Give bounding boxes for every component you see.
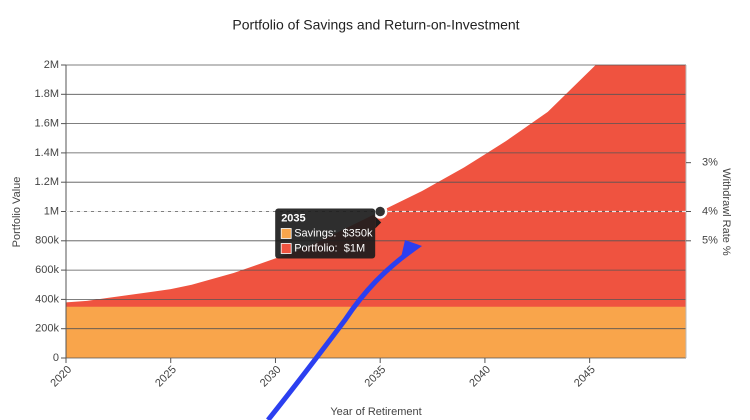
x-tick-label: 2030 bbox=[258, 364, 284, 390]
y-tick-label: 1.2M bbox=[35, 176, 59, 188]
y2-axis-label: Withdrawl Rate % bbox=[720, 168, 732, 256]
y-tick-label: 200k bbox=[35, 323, 59, 335]
y-tick-label: 800k bbox=[35, 235, 59, 247]
tooltip-title: 2035 bbox=[281, 212, 305, 224]
y2-tick-label: 5% bbox=[702, 235, 718, 247]
y-tick-label: 1.6M bbox=[35, 118, 59, 130]
y2-tick-label: 4% bbox=[702, 205, 718, 217]
hover-point bbox=[372, 204, 388, 219]
plot: 0 200k 400k 600k 800k 1M 1.2M 1.4M 1.6M 1.8M 2M 202… bbox=[35, 59, 719, 390]
x-tick-label: 2035 bbox=[363, 364, 389, 390]
x-tick-label: 2045 bbox=[572, 364, 598, 390]
tooltip-swatch bbox=[280, 243, 292, 254]
tooltip-item: Portfolio: $1M bbox=[294, 242, 365, 254]
tooltip-item: Savings: $350k bbox=[294, 227, 373, 239]
y-tick-label: 2M bbox=[44, 59, 59, 71]
series-layer bbox=[66, 65, 686, 358]
x-tick-label: 2025 bbox=[153, 364, 179, 390]
tooltip-pointer bbox=[375, 216, 382, 229]
arrow-head bbox=[400, 240, 422, 262]
area bbox=[66, 65, 686, 358]
y-axis-label: Portfolio Value bbox=[11, 177, 23, 248]
area bbox=[66, 306, 686, 358]
y-tick-label: 1.4M bbox=[35, 147, 59, 159]
annotation-arrow bbox=[266, 247, 414, 420]
y-tick-label: 0 bbox=[53, 352, 59, 364]
x-axis-label: Year of Retirement bbox=[330, 406, 421, 418]
x-tick-label: 2020 bbox=[48, 364, 74, 390]
y-tick-label: 400k bbox=[35, 293, 59, 305]
tooltip-swatch bbox=[280, 228, 292, 239]
y-tick-label: 1.8M bbox=[35, 88, 59, 100]
overlay: 2035 Savings: $350k Portfolio: $1M bbox=[66, 204, 686, 259]
x-tick-label: 2040 bbox=[467, 364, 493, 390]
y2-tick-label: 3% bbox=[702, 157, 718, 169]
y-tick-label: 1M bbox=[44, 205, 59, 217]
tooltip-box bbox=[275, 208, 376, 259]
y-tick-label: 600k bbox=[35, 264, 59, 276]
chart-subtitle: Portfolio of Savings and Return-on-Inves… bbox=[232, 17, 519, 33]
